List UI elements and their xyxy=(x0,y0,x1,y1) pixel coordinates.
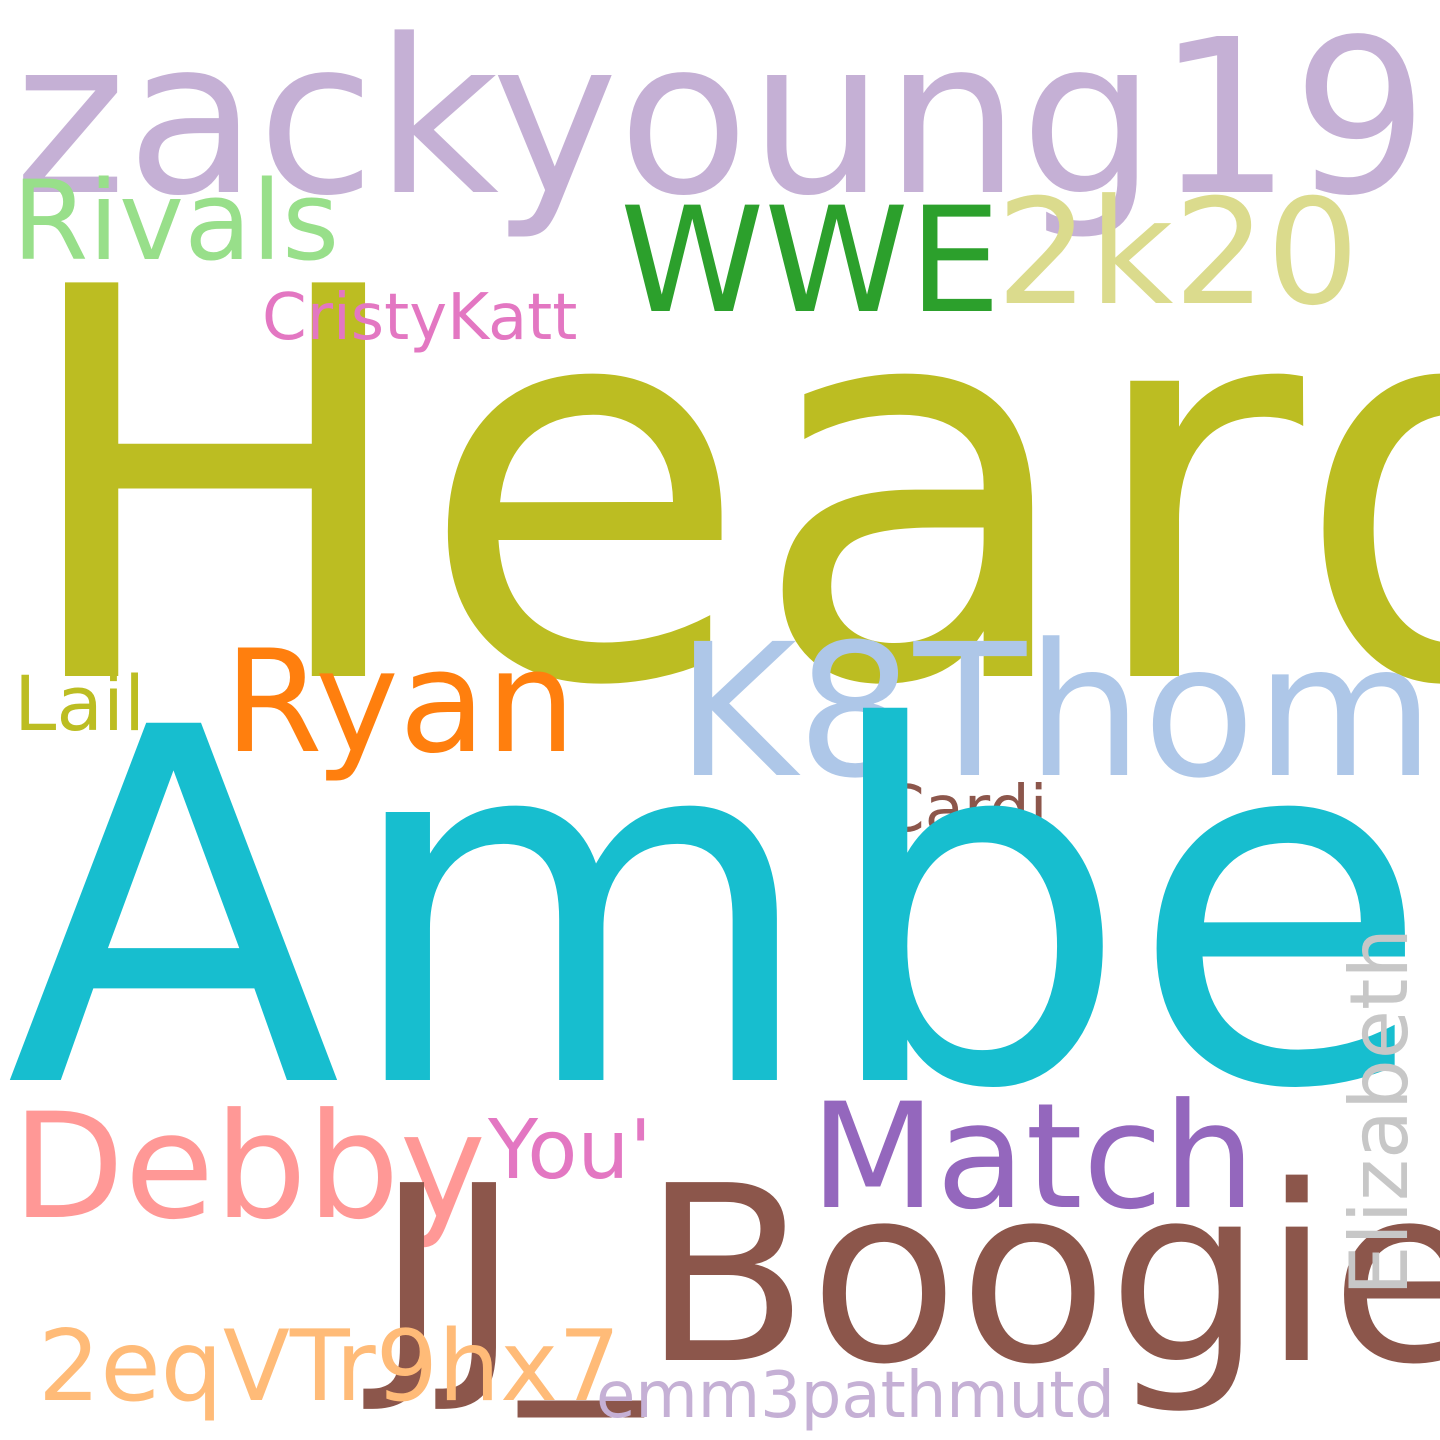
word-ryan: Ryan xyxy=(224,620,576,785)
word-elizabeth: Elizabeth xyxy=(1333,927,1426,1297)
word-2eqvtr9hx7: 2eqVTr9hx7 xyxy=(38,1310,621,1424)
word-zackyoung1987: zackyoung1987 xyxy=(14,0,1440,243)
word-jj-boogie: JJ_Boogie xyxy=(376,1134,1440,1418)
word-lail: Lail xyxy=(14,659,146,748)
word-k8thom: K8Thom xyxy=(676,605,1435,819)
word-amber: Amber xyxy=(6,625,1440,1196)
word-emm3pathmutd: emm3pathmutd xyxy=(596,1359,1115,1433)
word-you: You' xyxy=(488,1103,652,1198)
word-match: Match xyxy=(810,1072,1256,1242)
word-heard: Heard xyxy=(12,176,1440,804)
word-cardi: Cardi xyxy=(880,773,1048,847)
word-rivals: Rivals xyxy=(12,157,340,285)
word-2k20: 2k20 xyxy=(996,168,1360,338)
word-debby: Debby xyxy=(12,1082,487,1252)
word-wwe: WWE xyxy=(620,176,1001,346)
word-cristykatt: CristyKatt xyxy=(262,281,578,355)
